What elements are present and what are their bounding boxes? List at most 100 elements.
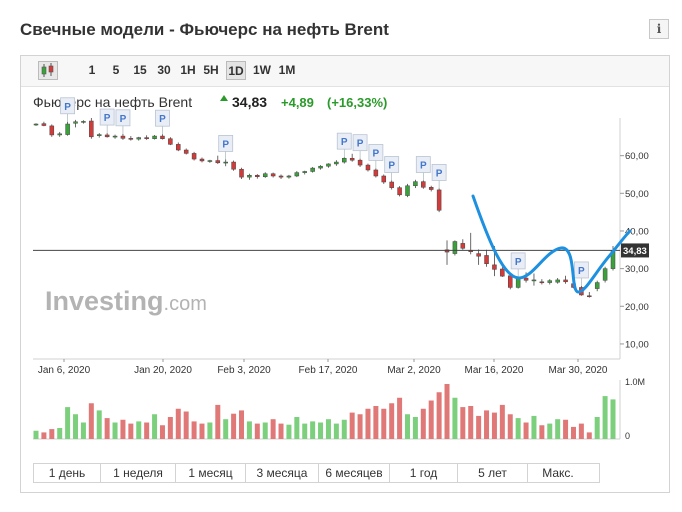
volume-bar (318, 422, 324, 439)
volume-bar (88, 403, 94, 439)
candle (73, 119, 78, 128)
volume-bar (444, 384, 450, 439)
last-price-label: 34,83 (623, 246, 647, 257)
volume-bar (523, 422, 529, 439)
candle-body (452, 241, 458, 254)
range-button[interactable]: Макс. (542, 466, 574, 480)
volume-bar (373, 406, 379, 439)
timeframe-button[interactable]: 1M (278, 63, 296, 77)
timeframe-button[interactable]: 5H (203, 63, 219, 77)
candlestick-icon[interactable] (38, 61, 58, 80)
candle (302, 170, 307, 175)
range-button[interactable]: 3 месяца (246, 464, 319, 482)
candle-body (231, 161, 236, 170)
candle (563, 275, 568, 284)
volume-bar (159, 425, 165, 439)
candle-body (326, 163, 331, 167)
candle-body (96, 134, 102, 136)
watermark-logo: Investing.com (45, 286, 207, 316)
y-tick-label: 60,00 (625, 151, 649, 162)
candle-body (176, 144, 181, 151)
range-button[interactable]: 1 день (34, 464, 101, 482)
volume-bar (476, 415, 482, 439)
timeframe-button[interactable]: 5 (112, 63, 120, 77)
candle (436, 188, 442, 213)
timeframe-button[interactable]: 15 (133, 63, 147, 77)
candle (223, 159, 228, 167)
candle (555, 278, 560, 284)
timeframe-button[interactable]: 1W (253, 63, 271, 77)
pattern-marker: P (155, 109, 170, 135)
candle (183, 148, 189, 155)
volume-bar (104, 418, 110, 439)
candle-body (128, 138, 134, 140)
pattern-marker: P (60, 97, 76, 122)
candle-body (357, 159, 363, 166)
candle-body (168, 138, 173, 145)
candle (33, 123, 39, 126)
marker-box (431, 164, 447, 181)
volume-bar (428, 400, 434, 439)
candle (468, 232, 473, 255)
volume-bar (570, 426, 576, 439)
volume-bar (231, 413, 237, 439)
candle (128, 136, 134, 141)
candle (421, 180, 426, 189)
candle (476, 249, 481, 265)
candle-body (215, 160, 221, 164)
volume-bar (286, 424, 292, 439)
candle (199, 157, 205, 163)
candle (65, 121, 70, 136)
candle-body (152, 135, 157, 139)
price-change: +4,89 (281, 95, 314, 110)
marker-box (115, 109, 131, 127)
range-button[interactable]: 1 год (390, 464, 458, 482)
volume-bar (152, 414, 158, 439)
volume-bar (310, 421, 316, 439)
candle (231, 160, 236, 171)
volume-bar (484, 410, 490, 439)
candle-body (239, 168, 244, 178)
volume-bar (515, 418, 521, 439)
candle (41, 121, 47, 127)
candle-body (602, 268, 608, 281)
candle-body (223, 161, 228, 164)
candle-body (492, 264, 497, 270)
x-tick-label: Mar 2, 2020 (387, 365, 441, 376)
candle (547, 279, 553, 285)
timeframe-button[interactable]: 1D (226, 61, 246, 80)
volume-bar (175, 408, 181, 439)
x-tick-label: Jan 6, 2020 (38, 365, 91, 376)
candle-body (349, 158, 355, 161)
volume-bar (65, 407, 71, 439)
marker-label: P (357, 139, 364, 150)
range-button[interactable]: 6 месяцев (319, 464, 390, 482)
volume-bar (80, 422, 86, 439)
pattern-marker: P (573, 261, 589, 286)
candle (602, 266, 608, 283)
price-chart[interactable]: 60,00 50,00 40,00 30,00 20,00 10,00 Jan 6, 202… (21, 56, 669, 461)
marker-label: P (420, 161, 427, 172)
volume-bar (191, 421, 197, 439)
range-button[interactable]: 5 лет (458, 464, 528, 482)
range-button[interactable]: 1 месяц (176, 464, 246, 482)
volume-bar (586, 432, 592, 439)
candle-body (413, 181, 418, 187)
info-button[interactable]: i (649, 19, 669, 39)
x-tick-label: Mar 30, 2020 (549, 365, 608, 376)
y-tick-label: 20,00 (625, 302, 649, 313)
volume-bar (610, 399, 616, 439)
volume-bar (404, 414, 410, 439)
volume-bar (73, 414, 79, 439)
candle (49, 124, 55, 137)
timeframe-button[interactable]: 1 (88, 63, 96, 77)
volume-bar (183, 411, 189, 439)
candle-body (421, 181, 426, 188)
timeframe-button[interactable]: 1H (180, 63, 196, 77)
range-button[interactable]: 1 неделя (101, 464, 176, 482)
marker-box (60, 97, 76, 115)
volume-bar (452, 397, 458, 439)
x-tick-label: Jan 20, 2020 (134, 365, 192, 376)
timeframe-button[interactable]: 30 (157, 63, 171, 77)
marker-label: P (64, 102, 71, 113)
